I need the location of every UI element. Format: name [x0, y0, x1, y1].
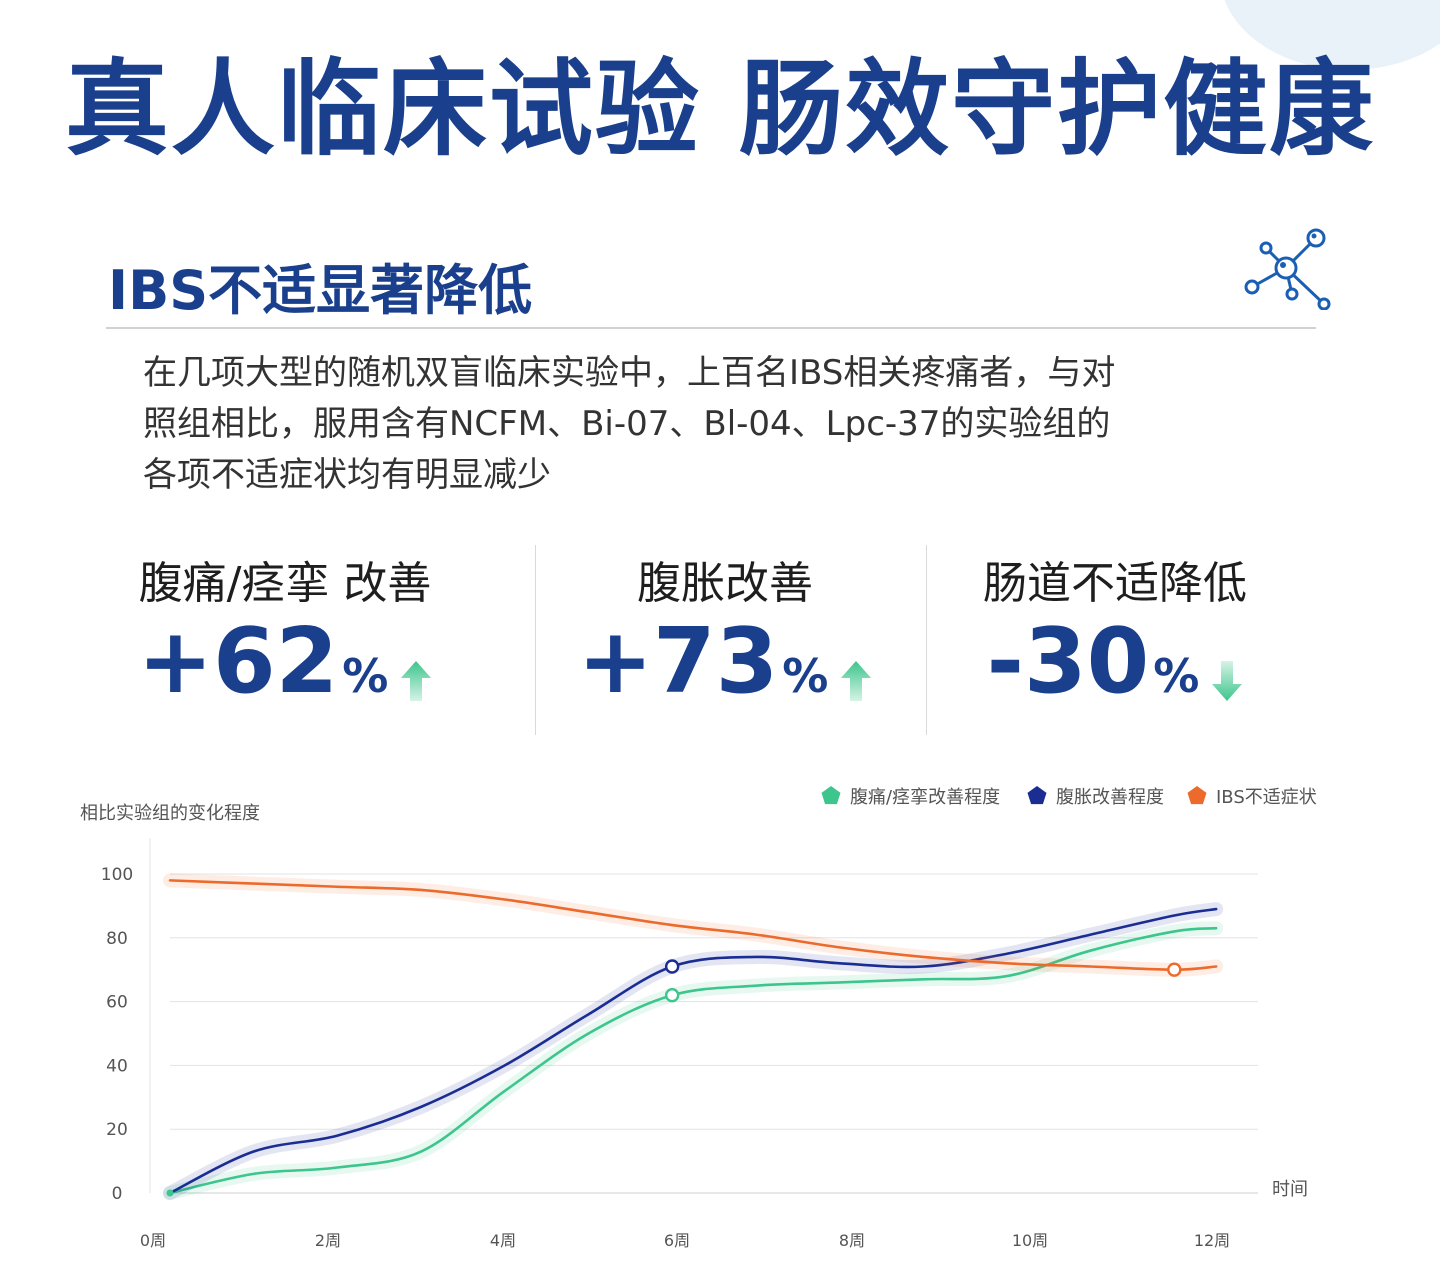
stat-value: -30 % [920, 617, 1310, 707]
x-tick-label: 10周 [1012, 1231, 1048, 1250]
stat-value: +73 % [530, 617, 920, 707]
legend-label: 腹胀改善程度 [1056, 787, 1164, 808]
x-tick-label: 12周 [1194, 1231, 1230, 1250]
chart-series [163, 873, 1224, 1200]
arrow-up-icon [401, 661, 432, 701]
legend-label: IBS不适症状 [1216, 787, 1317, 808]
y-tick-label: 20 [106, 1120, 128, 1140]
y-axis-title: 相比实验组的变化程度 [80, 803, 260, 824]
series-line [168, 879, 1218, 972]
description-line: 照组相比，服用含有NCFM、Bi-07、Bl-04、Lpc-37的实验组的 [143, 404, 1111, 444]
stat-abdominal-pain: 腹痛/痉挛 改善 +62 % [90, 545, 480, 735]
stat-separator [535, 545, 536, 735]
section-divider [106, 327, 1316, 329]
y-tick-label: 40 [106, 1056, 128, 1076]
x-tick-label: 0周 [140, 1231, 166, 1250]
legend-marker [1187, 786, 1207, 805]
series-line [168, 907, 1218, 1195]
stats-row: 腹痛/痉挛 改善 +62 % 腹胀改善 +73 % 肠道不适降低 -30 % [90, 545, 1360, 735]
x-tick-label: 8周 [839, 1231, 865, 1250]
arrow-down-icon [1212, 661, 1243, 701]
legend-marker [1027, 786, 1047, 805]
series-line [168, 926, 1218, 1195]
y-tick-label: 0 [112, 1184, 123, 1204]
x-tick-label: 4周 [490, 1231, 516, 1250]
chart-legend: 腹痛/痉挛改善程度 腹胀改善程度 IBS不适症状 [821, 786, 1317, 808]
description-line: 在几项大型的随机双盲临床实验中，上百名IBS相关疼痛者，与对 [143, 353, 1116, 393]
stat-number: +73 [577, 609, 779, 714]
x-axis-title: 时间 [1272, 1179, 1308, 1200]
y-tick-label: 60 [106, 993, 128, 1013]
description-line: 各项不适症状均有明显减少 [143, 455, 551, 495]
section-title: IBS不适显著降低 [108, 259, 533, 322]
stat-gut-discomfort: 肠道不适降低 -30 % [920, 545, 1310, 735]
stat-unit: % [342, 649, 389, 703]
series-glow [163, 902, 1224, 1200]
series-point [1167, 962, 1182, 977]
description: 在几项大型的随机双盲临床实验中，上百名IBS相关疼痛者，与对 照组相比，服用含有… [143, 348, 1303, 501]
line-chart: 0 20 40 60 80 100 0周 2周 4周 6周 8周 10周 12周 相比实验组的变化程度时间… [80, 786, 1317, 1250]
legend-marker [821, 786, 841, 805]
page-title: 真人临床试验 肠效守护健康 [64, 48, 1376, 170]
stat-unit: % [782, 649, 829, 703]
series-point [664, 959, 680, 974]
arrow-up-icon [841, 661, 872, 701]
x-tick-label: 6周 [664, 1231, 690, 1250]
stat-bloating: 腹胀改善 +73 % [530, 545, 920, 735]
y-tick-label: 80 [106, 929, 128, 949]
stat-label: 腹胀改善 [637, 558, 813, 609]
series-point [664, 988, 680, 1003]
molecule-network-icon [1244, 228, 1331, 310]
origin-point [166, 1189, 174, 1197]
stat-number: -30 [986, 609, 1150, 714]
x-tick-label: 2周 [315, 1231, 341, 1250]
stat-label: 肠道不适降低 [983, 558, 1247, 609]
stat-separator [926, 545, 927, 735]
stat-label: 腹痛/痉挛 改善 [138, 558, 432, 609]
legend-label: 腹痛/痉挛改善程度 [850, 787, 1000, 808]
stat-value: +62 % [90, 617, 480, 707]
y-tick-label: 100 [101, 865, 133, 885]
stat-number: +62 [137, 609, 339, 714]
stat-unit: % [1153, 649, 1200, 703]
